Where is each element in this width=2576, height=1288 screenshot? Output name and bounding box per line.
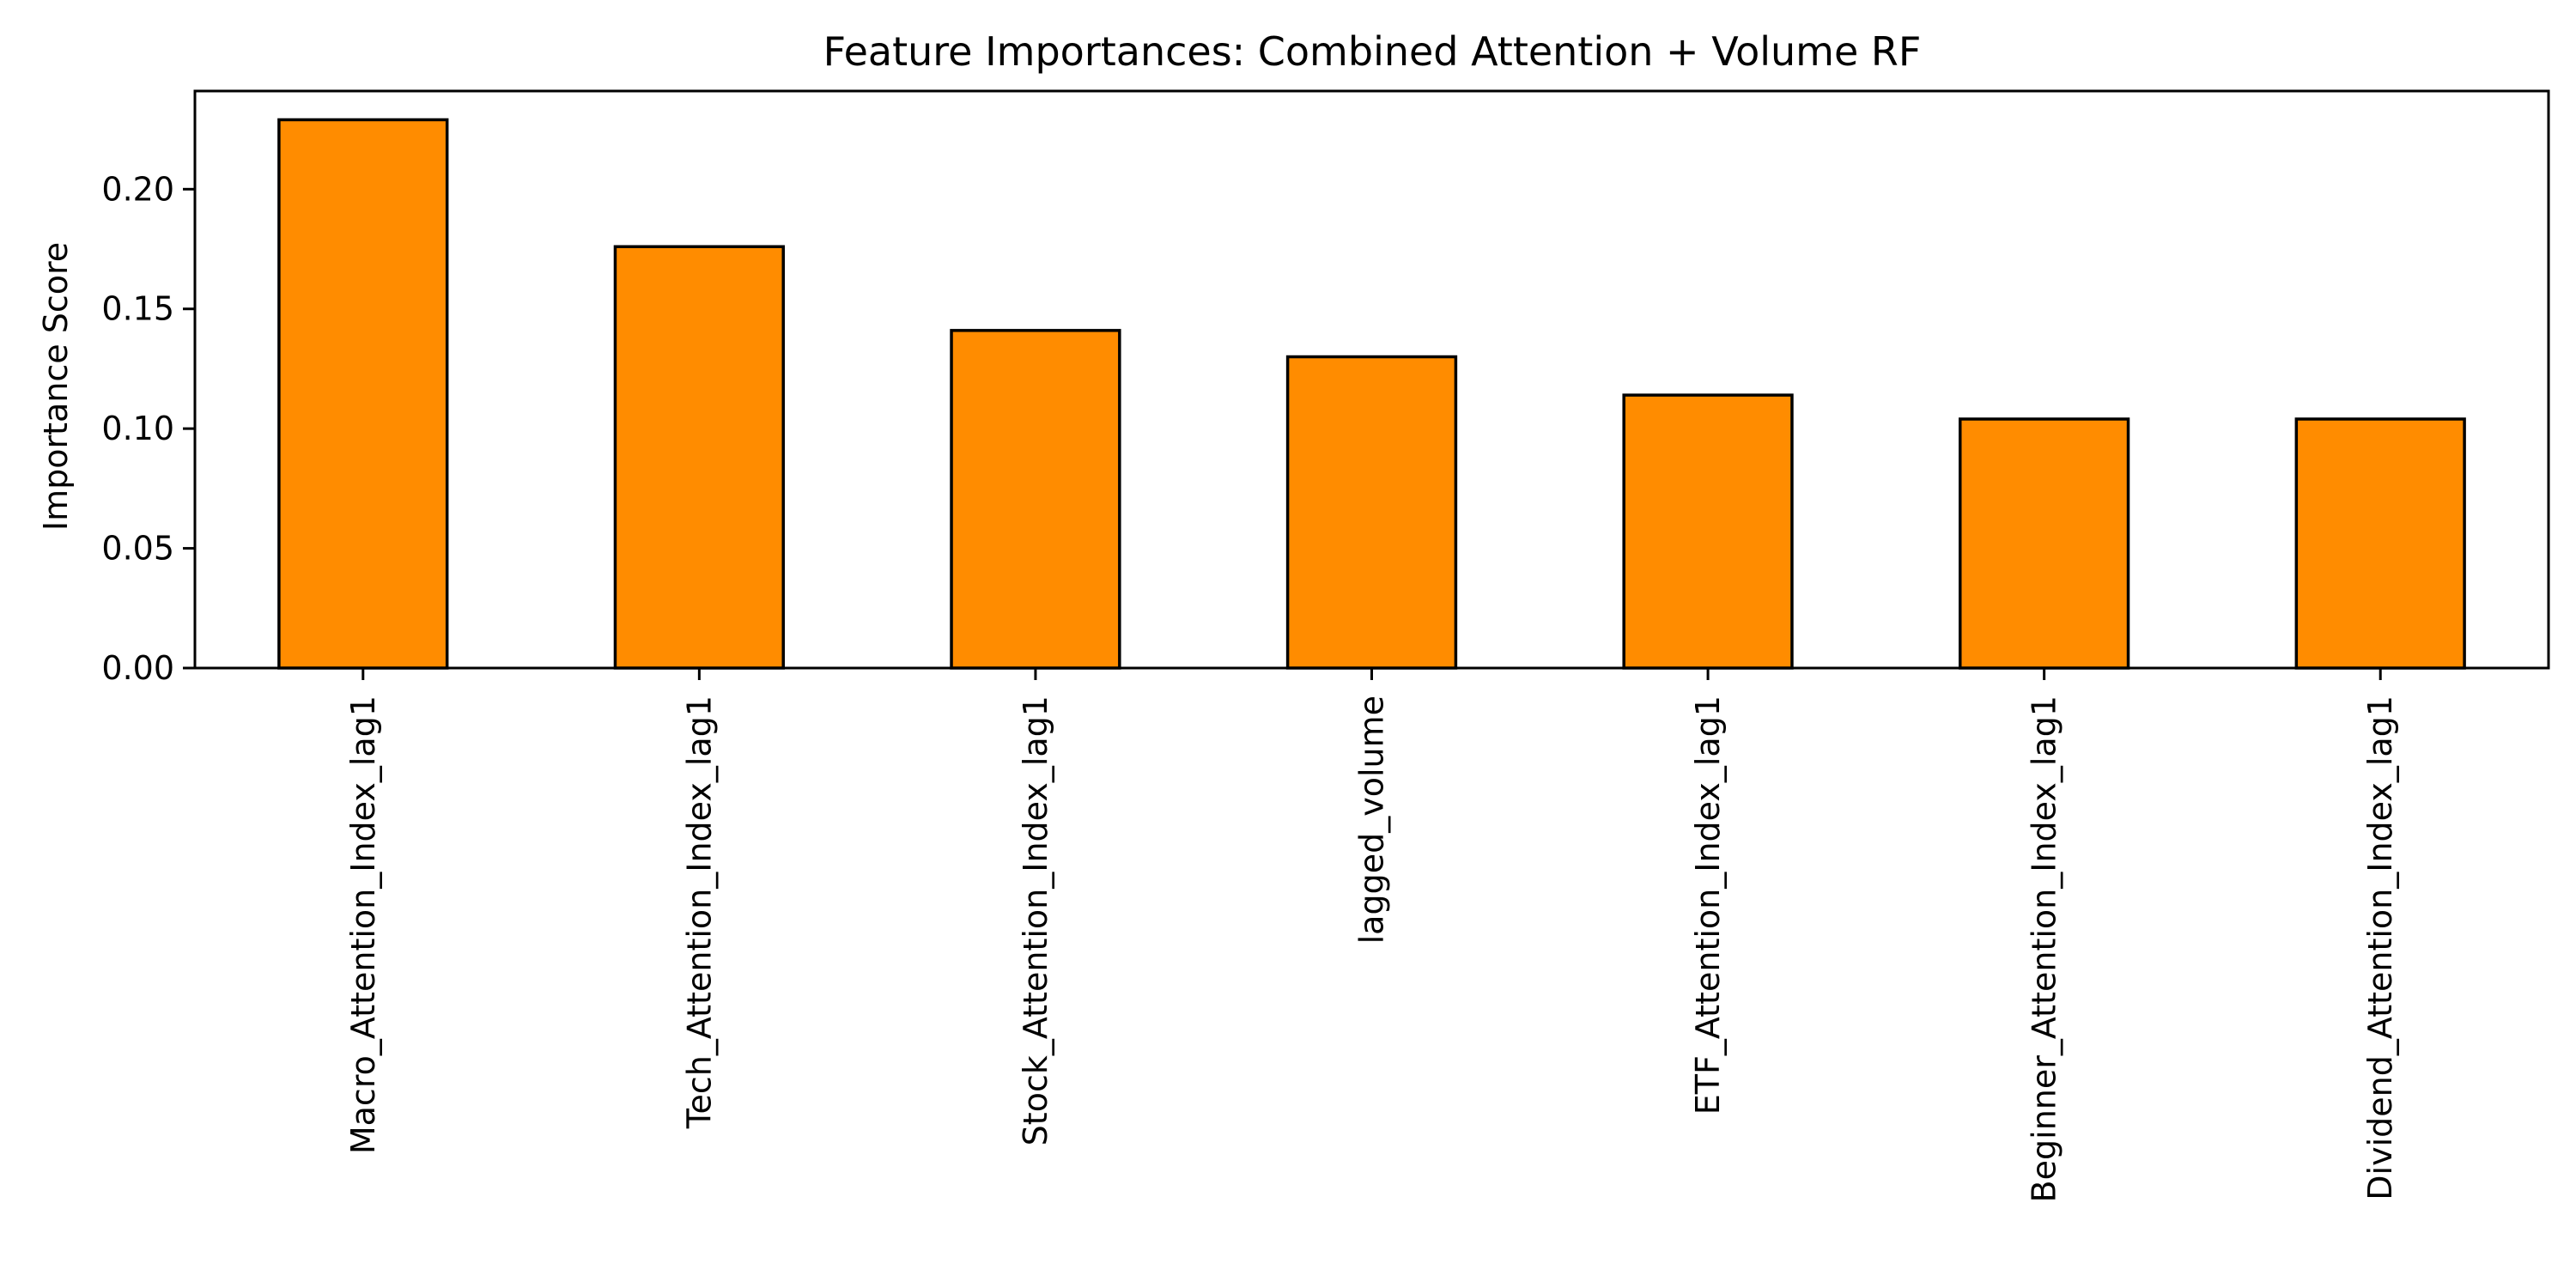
chart-title: Feature Importances: Combined Attention … [823,28,1922,75]
plot-frame [193,89,2550,670]
bar-dividend-attention-index-lag1 [2294,417,2466,670]
bar-lagged-volume [1285,355,1458,670]
y-axis-ticks: 0.00 0.05 0.10 0.15 0.20 [101,170,195,687]
bar-tech-attention-index-lag1 [613,245,786,670]
y-axis-label: Importance Score [37,242,75,531]
x-tick-label: Dividend_Attention_Index_lag1 [2361,696,2399,1200]
bars-group [277,118,2466,670]
x-axis-ticks: Macro_Attention_Index_lag1 Tech_Attention… [344,668,2399,1202]
x-tick-label: Tech_Attention_Index_lag1 [680,696,718,1129]
y-tick-label: 0.00 [101,649,174,687]
bar-beginner-attention-index-lag1 [1959,417,2130,670]
bar-etf-attention-index-lag1 [1622,393,1794,670]
y-tick-label: 0.20 [101,170,174,208]
y-tick-label: 0.15 [101,290,174,328]
y-tick-label: 0.05 [101,530,174,568]
y-tick-label: 0.10 [101,410,174,447]
bar-stock-attention-index-lag1 [950,329,1121,670]
x-tick-label: ETF_Attention_Index_lag1 [1689,696,1727,1115]
x-tick-label: Macro_Attention_Index_lag1 [344,696,382,1154]
x-tick-label: Beginner_Attention_Index_lag1 [2026,696,2063,1202]
x-tick-label: Stock_Attention_Index_lag1 [1017,696,1054,1145]
bar-macro-attention-index-lag1 [277,118,449,670]
x-tick-label: lagged_volume [1353,696,1391,944]
